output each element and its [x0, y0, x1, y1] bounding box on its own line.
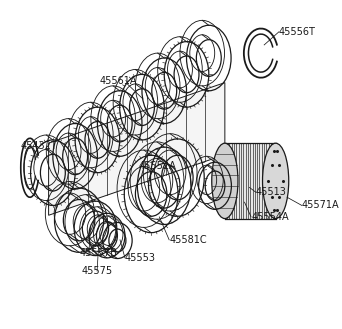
Text: 45553: 45553 — [125, 253, 156, 263]
Text: 45554A: 45554A — [251, 212, 289, 222]
Text: 45552A: 45552A — [139, 161, 176, 171]
Text: 45575: 45575 — [81, 266, 113, 276]
Text: 45432T: 45432T — [20, 141, 57, 151]
Polygon shape — [49, 83, 225, 215]
Ellipse shape — [263, 143, 289, 218]
Text: 45571A: 45571A — [302, 200, 340, 211]
Ellipse shape — [212, 143, 238, 218]
Polygon shape — [225, 143, 276, 218]
Text: 45556T: 45556T — [279, 27, 316, 37]
Text: 45557B: 45557B — [79, 248, 117, 258]
Text: 45561A: 45561A — [100, 76, 137, 86]
Text: 45513: 45513 — [256, 187, 287, 197]
Text: 45581C: 45581C — [169, 235, 207, 245]
